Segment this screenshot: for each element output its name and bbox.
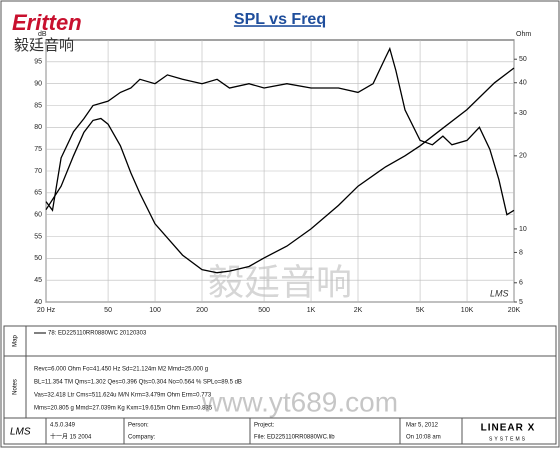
x-tick-label: 20K bbox=[508, 307, 521, 314]
series-line bbox=[45, 67, 515, 274]
note: Revc=6.000 Ohm Fo=41.450 Hz Sd=21.124m M… bbox=[34, 367, 208, 373]
y-tick-label: 45 bbox=[34, 277, 42, 284]
x-tick-label: 20 Hz bbox=[37, 307, 56, 314]
x-tick-label: 10K bbox=[461, 307, 474, 314]
note: Vas=32.418 Ltr Cms=511.624u M/N Krm=3.47… bbox=[34, 393, 212, 399]
y2-tick-label: 30 bbox=[519, 110, 527, 117]
build-date: 十一月 15 2004 bbox=[50, 433, 92, 441]
y-tick-label: 75 bbox=[34, 146, 42, 153]
y-tick-label: 50 bbox=[34, 255, 42, 262]
chart-title: SPL vs Freq bbox=[234, 11, 326, 28]
x-tick-label: 1K bbox=[307, 307, 316, 314]
x-tick-label: 100 bbox=[149, 307, 161, 314]
y-axis-label: dB bbox=[38, 31, 47, 38]
y2-tick-label: 50 bbox=[519, 56, 527, 63]
project: Project: bbox=[254, 423, 275, 429]
y-tick-label: 60 bbox=[34, 212, 42, 219]
version: 4.5.0.349 bbox=[50, 423, 76, 429]
y-tick-label: 90 bbox=[34, 81, 42, 88]
notes-label: Notes bbox=[13, 379, 19, 395]
y2-tick-label: 20 bbox=[519, 153, 527, 160]
y2-tick-label: 10 bbox=[519, 226, 527, 233]
note: BL=11.354 TM Qms=1.302 Qes=0.396 Qts=0.3… bbox=[34, 380, 242, 386]
x-tick-label: 5K bbox=[416, 307, 425, 314]
y-tick-label: 80 bbox=[34, 124, 42, 131]
time: On 10:08 am bbox=[406, 435, 441, 441]
plot-brand: LMS bbox=[490, 288, 509, 298]
person: Person: bbox=[128, 423, 149, 429]
file: File: ED225110RR0880WC.lib bbox=[254, 435, 335, 441]
logo-cn: 毅廷音响 bbox=[14, 37, 74, 54]
y-tick-label: 55 bbox=[34, 233, 42, 240]
company: Company: bbox=[128, 435, 156, 441]
logo: Eritten bbox=[12, 10, 82, 35]
y2-tick-label: 8 bbox=[519, 249, 523, 256]
x-tick-label: 500 bbox=[258, 307, 270, 314]
y-tick-label: 70 bbox=[34, 168, 42, 175]
x-tick-label: 50 bbox=[104, 307, 112, 314]
y-tick-label: 65 bbox=[34, 190, 42, 197]
date: Mar 5, 2012 bbox=[406, 423, 439, 429]
brand: LINEAR X bbox=[481, 423, 536, 434]
y-tick-label: 40 bbox=[34, 299, 42, 306]
panel bbox=[3, 325, 557, 445]
x-tick-label: 200 bbox=[196, 307, 208, 314]
y2-tick-label: 40 bbox=[519, 80, 527, 87]
x-tick-label: 2K bbox=[354, 307, 363, 314]
y-tick-label: 95 bbox=[34, 59, 42, 66]
y2-tick-label: 6 bbox=[519, 280, 523, 287]
brand-sub: SYSTEMS bbox=[489, 436, 527, 442]
watermark: www.yt689.com bbox=[201, 386, 398, 417]
watermark-cn: 毅廷音响 bbox=[208, 262, 352, 303]
software: LMS bbox=[10, 427, 31, 438]
note: Mms=20.805 g Mmd=27.039m Kg Kxm=19.615m … bbox=[34, 406, 213, 412]
y2-axis-label: Ohm bbox=[516, 31, 531, 38]
y-tick-label: 85 bbox=[34, 102, 42, 109]
map-label: Map bbox=[13, 335, 19, 347]
series-line bbox=[45, 46, 515, 216]
y2-tick-label: 5 bbox=[519, 299, 523, 306]
legend-entry: 78: ED225110RR0880WC 20120303 bbox=[48, 331, 147, 337]
